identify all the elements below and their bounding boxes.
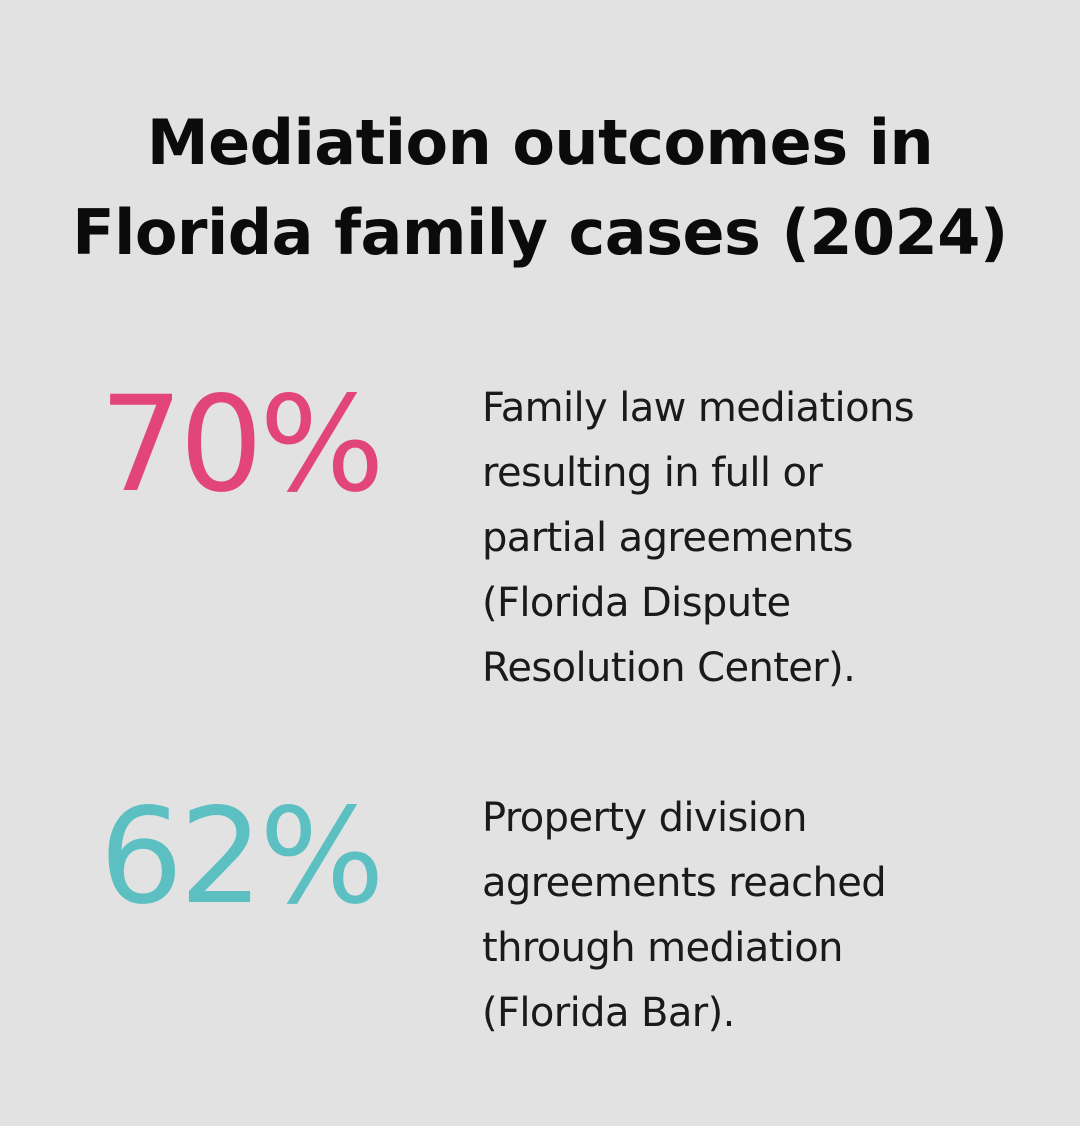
stat-description-line: Resolution Center). bbox=[482, 645, 856, 691]
stat-description-line: (Florida Bar). bbox=[482, 990, 735, 1036]
title-line-2: Florida family cases (2024) bbox=[72, 196, 1008, 269]
stat-description-line: agreements reached bbox=[482, 860, 887, 906]
stat-description-line: (Florida Dispute bbox=[482, 580, 791, 626]
stat-description: Family law mediations resulting in full … bbox=[482, 376, 1042, 701]
page-title: Mediation outcomes in Florida family cas… bbox=[0, 98, 1080, 278]
stat-description-line: partial agreements bbox=[482, 515, 853, 561]
stat-description-line: resulting in full or bbox=[482, 450, 823, 496]
stat-value: 70% bbox=[99, 368, 384, 522]
stat-description-line: through mediation bbox=[482, 925, 844, 971]
stat-description: Property division agreements reached thr… bbox=[482, 786, 1042, 1046]
stat-description-line: Property division bbox=[482, 795, 807, 841]
stat-value: 62% bbox=[99, 780, 384, 934]
title-line-1: Mediation outcomes in bbox=[146, 106, 934, 179]
stat-description-line: Family law mediations bbox=[482, 385, 915, 431]
